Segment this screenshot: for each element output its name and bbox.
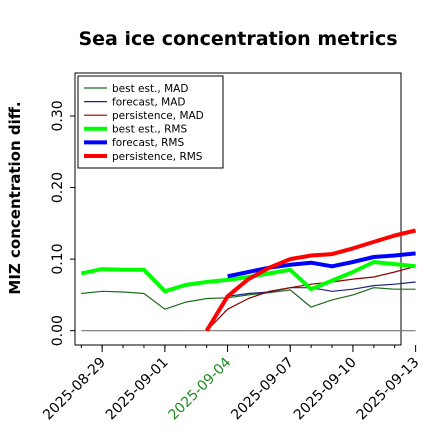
legend-entry-label: forecast, RMS: [112, 137, 184, 149]
series-layer: [80, 228, 417, 332]
y-tick-label: 0.30: [50, 100, 66, 131]
legend-entry-label: best est., MAD: [112, 83, 188, 95]
x-tick-label: 2025-09-13: [354, 355, 423, 424]
legend-box: [77, 75, 224, 169]
series-line-5: [227, 251, 416, 279]
x-tick-label: 2025-09-10: [291, 355, 360, 424]
legend-entry-label: persistence, RMS: [112, 151, 203, 163]
legend-entry-label: persistence, MAD: [112, 110, 204, 122]
chart-title: Sea ice concentration metrics: [78, 28, 397, 50]
y-tick-label: 0.00: [50, 315, 66, 346]
series-line-3: [206, 265, 416, 332]
legend-entry-label: best est., RMS: [112, 124, 187, 136]
x-tick-label: 2025-09-07: [228, 355, 297, 424]
x-tick-label: 2025-09-04: [166, 354, 235, 423]
y-tick-label: 0.10: [50, 244, 66, 275]
y-axis: 0.00 0.10 0.20 0.30: [50, 100, 75, 346]
y-axis-label: MIZ concentration diff.: [6, 101, 24, 294]
legend-entry-label: forecast, MAD: [112, 96, 185, 108]
x-axis: 2025-08-292025-09-012025-09-042025-09-07…: [40, 345, 422, 423]
series-line-1: [81, 287, 416, 310]
series-line-6: [204, 228, 417, 332]
series-line-2: [227, 281, 416, 297]
y-tick-label: 0.20: [50, 172, 66, 203]
x-tick-label: 2025-08-29: [40, 355, 109, 424]
x-tick-label: 2025-09-01: [103, 355, 172, 424]
